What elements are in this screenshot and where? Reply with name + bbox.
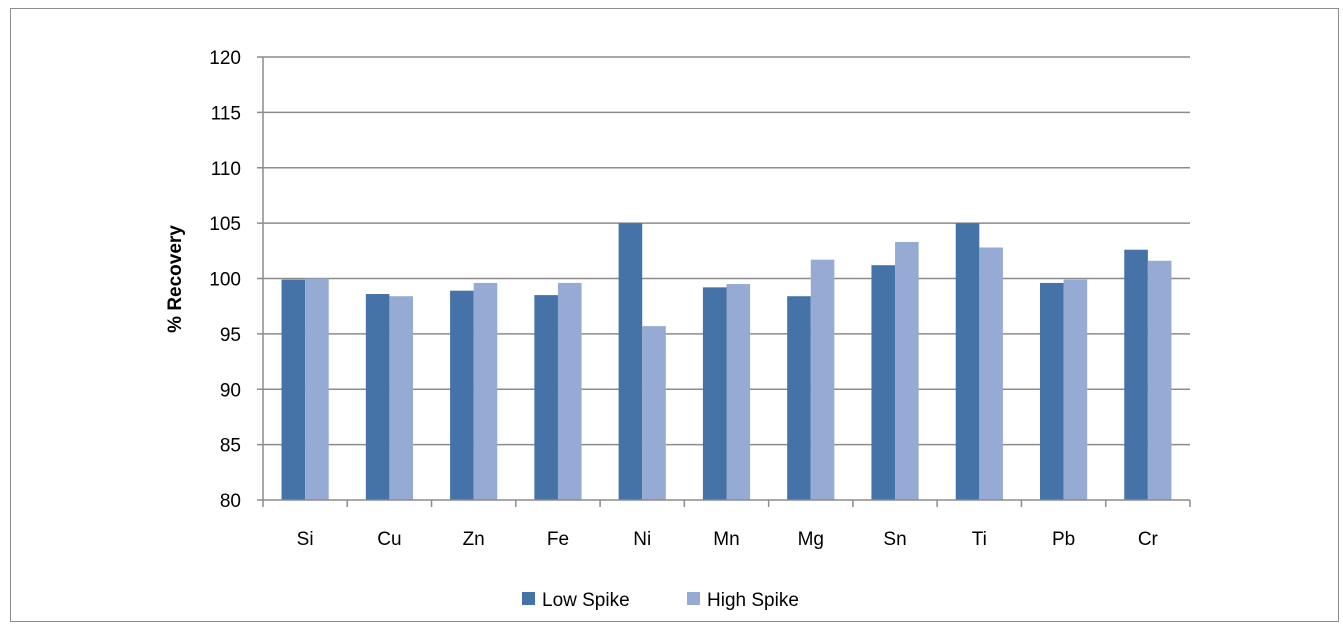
y-tick-label: 120	[209, 48, 241, 69]
x-tick-label: Ti	[972, 529, 987, 550]
x-tick-label: Mg	[798, 529, 824, 550]
legend-swatch	[687, 592, 700, 605]
bar-high-spike-pb	[1063, 279, 1088, 500]
axes	[257, 56, 1191, 507]
x-tick-label: Si	[297, 529, 314, 550]
bar-high-spike-sn	[895, 241, 919, 500]
y-tick-label: 100	[209, 270, 241, 291]
bar-high-spike-mg	[810, 259, 835, 500]
bar-high-spike-mn	[726, 284, 751, 500]
legend: Low Spike High Spike	[522, 590, 799, 611]
bar-low-spike-pb	[1039, 282, 1064, 500]
y-tick-label: 90	[220, 380, 241, 401]
chart-frame	[10, 8, 1339, 622]
bar-high-spike-ni	[642, 326, 666, 500]
bar-high-spike-ti	[979, 247, 1003, 500]
y-tick-label: 115	[211, 103, 241, 124]
x-tick-label: Zn	[463, 529, 485, 550]
x-tick-label: Fe	[547, 529, 569, 550]
y-tick-label: 95	[220, 325, 241, 346]
legend-label: High Spike	[707, 590, 799, 611]
legend-label: Low Spike	[542, 590, 630, 611]
y-axis-title: % Recovery	[165, 225, 186, 333]
bar-high-spike-zn	[473, 282, 498, 500]
bar-high-spike-cu	[389, 296, 414, 500]
y-tick-label: 85	[220, 436, 241, 457]
bar-low-spike-cr	[1124, 249, 1148, 500]
x-tick-labels: Si Cu Zn Fe Ni Mn Mg Sn Ti Pb Cr	[297, 529, 1159, 550]
bar-low-spike-si	[281, 279, 306, 500]
bar-low-spike-fe	[534, 295, 558, 500]
bar-high-spike-fe	[557, 282, 582, 500]
bars	[281, 223, 1172, 500]
legend-swatch	[522, 592, 535, 605]
bar-low-spike-sn	[871, 265, 896, 500]
y-tick-label: 110	[211, 159, 241, 180]
x-tick-label: Cr	[1138, 529, 1159, 550]
y-tick-labels: 80 85 90 95 100 105 110 115 120	[209, 48, 241, 512]
x-tick-label: Ni	[633, 529, 651, 550]
x-tick-label: Sn	[883, 529, 906, 550]
bar-high-spike-si	[305, 278, 329, 500]
x-tick-label: Pb	[1052, 529, 1075, 550]
bar-low-spike-zn	[450, 290, 474, 500]
bar-low-spike-mn	[702, 287, 727, 500]
bar-high-spike-cr	[1147, 260, 1172, 500]
y-tick-label: 80	[220, 491, 241, 512]
bar-low-spike-ni	[618, 223, 643, 500]
y-tick-label: 105	[209, 214, 241, 235]
bar-low-spike-mg	[787, 296, 811, 500]
x-tick-label: Mn	[713, 529, 739, 550]
x-tick-label: Cu	[377, 529, 401, 550]
bar-low-spike-ti	[955, 223, 980, 500]
bar-low-spike-cu	[365, 294, 390, 500]
gridlines	[263, 56, 1190, 446]
